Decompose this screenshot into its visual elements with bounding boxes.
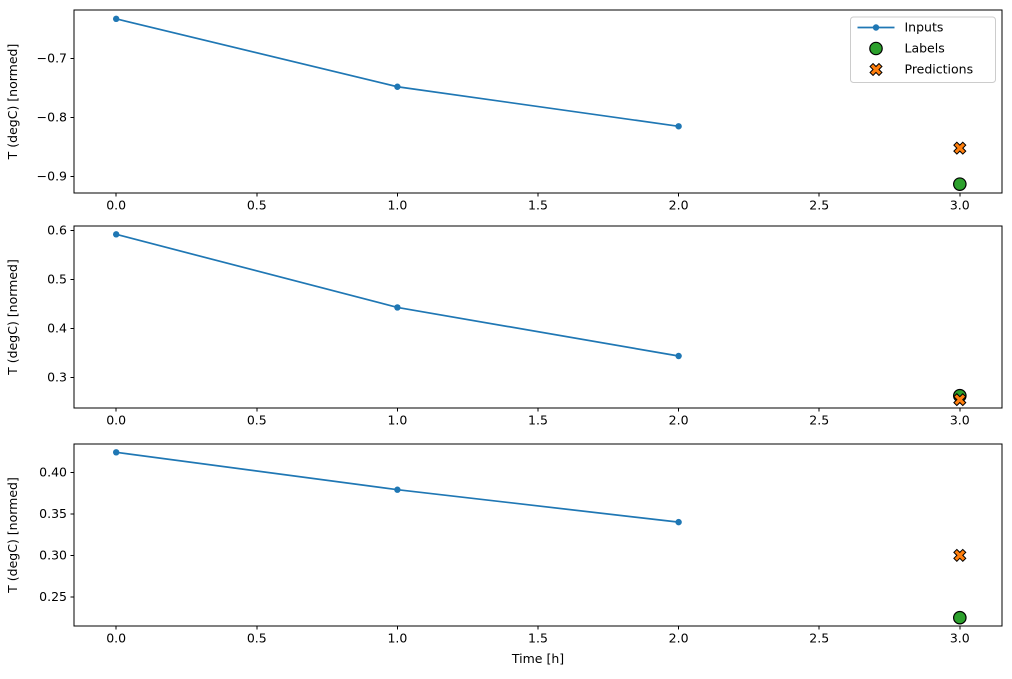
plot-area [73, 225, 1003, 409]
legend: Inputs Labels Predictions [850, 16, 996, 83]
inputs-point [394, 83, 401, 90]
subplot-1: 0.0 0.5 1.0 1.5 2.0 2.5 3.0 −0.7 −0.8 −0.9 T (degC… [5, 9, 1003, 213]
inputs-point [112, 449, 120, 456]
legend-label: Labels [905, 41, 945, 56]
x-tick-label: 1.0 [387, 631, 407, 646]
inputs-point [675, 352, 682, 360]
y-tick-label: 0.25 [39, 589, 67, 604]
inputs-point [112, 231, 120, 238]
predictions-marker [953, 548, 967, 563]
x-tick-label: 0.5 [247, 198, 267, 213]
labels-marker [953, 610, 967, 625]
y-tick-label: −0.9 [37, 168, 67, 183]
x-tick-label: 3.0 [950, 198, 970, 213]
x-tick-label: 2.0 [669, 631, 689, 646]
legend-entry-predictions: Predictions [869, 62, 974, 77]
y-tick-label: 0.5 [47, 271, 67, 286]
y-tick-label: 0.35 [39, 506, 67, 521]
y-tick-label: −0.8 [37, 109, 67, 124]
legend-label: Inputs [905, 20, 944, 35]
y-tick-label: 0.6 [47, 222, 67, 237]
inputs-point [675, 518, 682, 526]
inputs-point [675, 123, 682, 130]
legend-x-sample [869, 62, 883, 77]
y-tick-label: 0.3 [47, 370, 67, 385]
x-tick-label: 3.0 [950, 413, 970, 428]
y-axis-label: T (degC) [normed] [5, 44, 20, 161]
x-tick-label: 0.0 [106, 631, 126, 646]
y-tick-label: 0.30 [39, 547, 67, 562]
y-axis-label: T (degC) [normed] [5, 259, 20, 376]
legend-label: Predictions [905, 62, 974, 77]
x-tick-label: 2.5 [809, 413, 829, 428]
y-tick-label: 0.40 [39, 464, 67, 479]
subplot-2: 0.0 0.5 1.0 1.5 2.0 2.5 3.0 0.3 0.4 0.5 0.6 T (degC… [5, 222, 1003, 428]
y-axis-label: T (degC) [normed] [5, 477, 20, 594]
x-tick-label: 0.5 [247, 631, 267, 646]
x-tick-label: 1.0 [387, 413, 407, 428]
x-tick-label: 1.5 [528, 198, 548, 213]
inputs-point [112, 15, 120, 23]
inputs-point [394, 304, 401, 311]
x-tick-label: 2.5 [809, 631, 829, 646]
x-tick-label: 0.5 [247, 413, 267, 428]
x-tick-label: 0.0 [106, 198, 126, 213]
predictions-marker [953, 393, 967, 407]
y-tick-label: −0.7 [37, 50, 67, 65]
labels-marker [953, 177, 967, 191]
x-axis-label: Time [h] [511, 651, 564, 666]
y-tick-label: 0.4 [47, 321, 67, 336]
legend-entry-inputs: Inputs [857, 20, 944, 35]
x-tick-label: 1.5 [528, 413, 548, 428]
inputs-line [115, 233, 680, 357]
x-tick-label: 2.0 [669, 198, 689, 213]
legend-box [850, 16, 996, 83]
legend-dot-sample [872, 24, 880, 31]
subplot-3: 0.0 0.5 1.0 1.5 2.0 2.5 3.0 0.25 0.30 0.35 0.40 T (… [5, 443, 1003, 666]
x-tick-label: 2.5 [809, 198, 829, 213]
legend-entry-labels: Labels [869, 41, 945, 56]
x-tick-label: 1.0 [387, 198, 407, 213]
legend-circle-sample [869, 41, 883, 56]
inputs-line [115, 18, 680, 128]
x-tick-label: 0.0 [106, 413, 126, 428]
x-tick-label: 1.5 [528, 631, 548, 646]
plot-area [73, 443, 1003, 627]
x-tick-label: 3.0 [950, 631, 970, 646]
inputs-point [394, 486, 401, 493]
x-tick-label: 2.0 [669, 413, 689, 428]
predictions-marker [953, 141, 967, 155]
